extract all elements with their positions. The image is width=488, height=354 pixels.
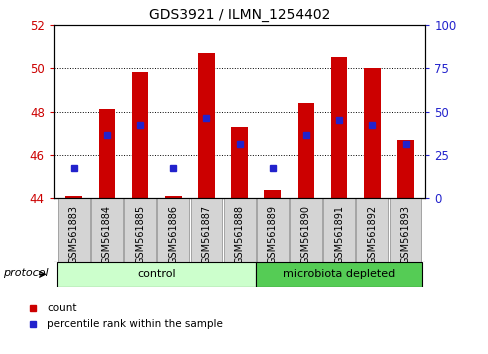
Text: GSM561891: GSM561891 xyxy=(333,205,344,264)
Bar xyxy=(389,198,421,262)
Text: GSM561883: GSM561883 xyxy=(68,205,79,264)
Bar xyxy=(356,198,387,262)
Bar xyxy=(190,198,222,262)
Bar xyxy=(157,198,189,262)
Bar xyxy=(65,196,82,198)
Bar xyxy=(323,198,354,262)
Bar xyxy=(256,262,421,287)
Text: GSM561884: GSM561884 xyxy=(102,205,112,264)
Bar xyxy=(99,109,115,198)
Text: GSM561888: GSM561888 xyxy=(234,205,244,264)
Bar xyxy=(231,127,247,198)
Text: microbiota depleted: microbiota depleted xyxy=(283,269,394,279)
Title: GDS3921 / ILMN_1254402: GDS3921 / ILMN_1254402 xyxy=(149,8,329,22)
Bar xyxy=(396,140,413,198)
Bar xyxy=(289,198,321,262)
Text: count: count xyxy=(47,303,76,313)
Bar xyxy=(91,198,122,262)
Bar xyxy=(57,262,256,287)
Bar xyxy=(256,198,288,262)
Text: GSM561890: GSM561890 xyxy=(300,205,310,264)
Text: control: control xyxy=(137,269,176,279)
Bar xyxy=(58,198,89,262)
Text: GSM561892: GSM561892 xyxy=(366,205,377,264)
Text: GSM561893: GSM561893 xyxy=(400,205,410,264)
Text: GSM561887: GSM561887 xyxy=(201,205,211,264)
Bar xyxy=(363,68,380,198)
Bar xyxy=(198,53,214,198)
Bar xyxy=(124,198,156,262)
Text: GSM561889: GSM561889 xyxy=(267,205,277,264)
Bar xyxy=(330,57,347,198)
Bar xyxy=(164,196,181,198)
Bar xyxy=(297,103,314,198)
Text: GSM561885: GSM561885 xyxy=(135,205,145,264)
Text: GSM561886: GSM561886 xyxy=(168,205,178,264)
Text: protocol: protocol xyxy=(3,268,48,278)
Bar xyxy=(223,198,255,262)
Bar xyxy=(131,73,148,198)
Bar xyxy=(264,190,281,198)
Text: percentile rank within the sample: percentile rank within the sample xyxy=(47,319,223,329)
